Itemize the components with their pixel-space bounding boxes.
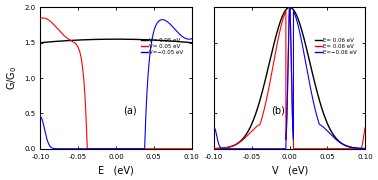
Y-axis label: G/G$_0$: G/G$_0$ bbox=[5, 66, 19, 90]
Text: (a): (a) bbox=[124, 105, 137, 115]
Legend: E= 0.06 eV, E= 0.06 eV, E=−0.06 eV: E= 0.06 eV, E= 0.06 eV, E=−0.06 eV bbox=[313, 36, 359, 57]
X-axis label: E   (eV): E (eV) bbox=[98, 165, 134, 175]
X-axis label: V   (eV): V (eV) bbox=[271, 165, 308, 175]
Text: (b): (b) bbox=[271, 105, 285, 115]
Legend: V= 0.05 eV, V= 0.05 eV, V=−0.05 eV: V= 0.05 eV, V= 0.05 eV, V=−0.05 eV bbox=[139, 36, 186, 57]
